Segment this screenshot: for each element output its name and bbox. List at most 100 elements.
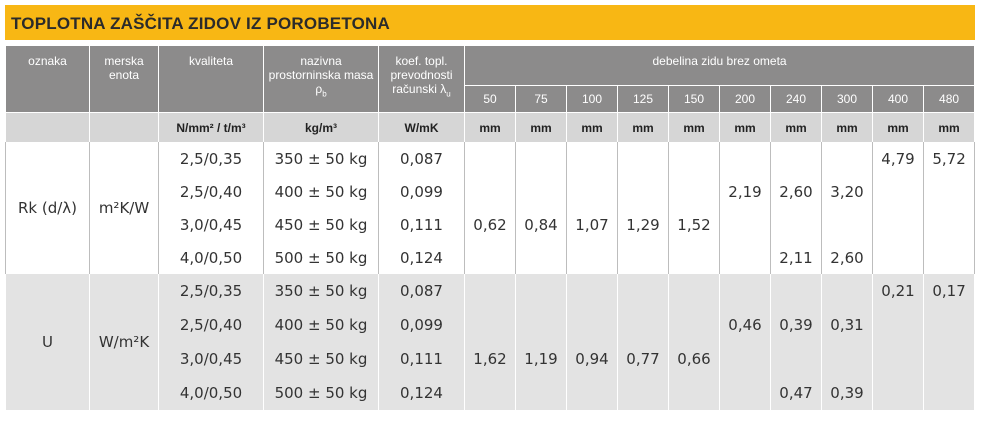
unit: mm [719,112,771,142]
value-cell [719,241,771,274]
value-cell [770,142,822,175]
value-cell: 0,087 [378,274,465,308]
value-cell [719,274,771,308]
value-cell [719,208,771,241]
value-cell: 2,11 [770,241,822,274]
header-text: kvaliteta [188,54,234,68]
section-label: U [5,274,90,410]
value-cell [464,308,516,342]
value-cell: 4,0/0,50 [158,241,264,274]
row: 3,0/0,45 450 ± 50 kg 0,111 1,62 1,19 0,94 0,77… [6,342,976,376]
thickness-header: 100 [566,85,618,113]
value-cell: 400 ± 50 kg [263,175,379,208]
value-cell: 2,5/0,35 [158,142,264,175]
value-cell [464,241,516,274]
subscript: b [322,89,327,99]
row: Rk (d/λ) m²K/W 2,5/0,35 350 ± 50 kg 0,087 4,7… [5,142,976,274]
value-cell: 1,62 [464,342,516,376]
section-unit: m²K/W [89,142,159,274]
value-cell [872,241,924,274]
value-cell [464,175,516,208]
value-cell: 2,19 [719,175,771,208]
value-cell: 2,60 [821,241,873,274]
unit: mm [566,112,618,142]
thickness-header: 400 [872,85,924,113]
header-text: oznaka [28,54,67,68]
value-cell [668,308,720,342]
value-cell [668,274,720,308]
value-cell: 0,21 [872,274,924,308]
value-cell [922,376,976,410]
unit: N/mm² / t/m³ [158,112,264,142]
header-text: merska enota [104,54,144,82]
section-label: Rk (d/λ) [5,142,90,274]
value-cell [515,376,567,410]
column-header: oznaka [5,45,90,113]
unit: W/mK [378,112,465,142]
section-unit: W/m²K [89,274,159,410]
value-cell [872,376,924,410]
row: 3,0/0,45 450 ± 50 kg 0,111 0,62 0,84 1,07 1,29… [6,208,976,241]
value-cell [719,342,771,376]
value-cell: 450 ± 50 kg [263,342,379,376]
value-cell: 3,0/0,45 [158,208,264,241]
value-cell [821,342,873,376]
column-header: nazivna prostorninska masa ρb [263,45,379,113]
value-cell: 0,099 [378,308,465,342]
thickness-header: 50 [464,85,516,113]
value-cell: 0,84 [515,208,567,241]
value-cell: 2,5/0,35 [158,274,264,308]
value-cell: 0,47 [770,376,822,410]
value-cell [668,241,720,274]
value-cell: 1,29 [617,208,669,241]
unit: mm [515,112,567,142]
value-cell [922,308,976,342]
value-cell: 450 ± 50 kg [263,208,379,241]
value-cell [464,376,516,410]
unit: mm [668,112,720,142]
value-cell: 350 ± 50 kg [263,142,379,175]
value-cell [617,175,669,208]
column-header: merska enota [89,45,159,113]
title: TOPLOTNA ZAŠČITA ZIDOV IZ POROBETONA [5,5,975,40]
value-cell: 0,66 [668,342,720,376]
value-cell [821,208,873,241]
value-cell [821,142,873,175]
value-cell [515,175,567,208]
value-cell: 0,46 [719,308,771,342]
value-cell [464,142,516,175]
value-cell: 0,17 [922,274,976,308]
row: 4,0/0,50 500 ± 50 kg 0,124 0,47 0,39 [6,376,976,410]
value-cell: 0,124 [378,376,465,410]
value-cell [464,274,516,308]
value-cell [922,175,976,208]
value-cell: 0,39 [821,376,873,410]
thickness-header: 300 [821,85,873,113]
value-cell: 0,124 [378,241,465,274]
unit: mm [821,112,873,142]
value-cell [566,175,618,208]
value-cell [719,376,771,410]
value-cell: 0,94 [566,342,618,376]
thickness-header: 200 [719,85,771,113]
unit: mm [922,112,976,142]
row: N/mm² / t/m³ kg/m³ W/mK mm mm mm mm mm mm mm mm mm m… [5,112,976,142]
value-cell [617,142,669,175]
value-cell [872,175,924,208]
row: 50 75 100 125 150 200 240 300 400 480 [6,85,976,113]
value-cell [922,241,976,274]
value-cell: 0,39 [770,308,822,342]
value-cell: 0,77 [617,342,669,376]
value-cell: 2,60 [770,175,822,208]
column-header: kvaliteta [158,45,264,113]
header-text: koef. topl. prevodnosti računski λ [390,54,453,96]
value-cell: 0,099 [378,175,465,208]
unit: mm [617,112,669,142]
value-cell [566,308,618,342]
unit: mm [872,112,924,142]
units-cell [89,112,159,142]
value-cell [821,274,873,308]
row: 2,5/0,40 400 ± 50 kg 0,099 2,19 2,60 3,20 [6,175,976,208]
value-cell: 1,07 [566,208,618,241]
